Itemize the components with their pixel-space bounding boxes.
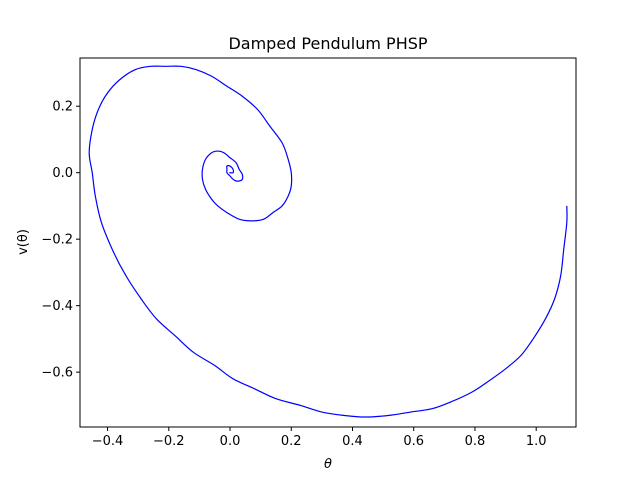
x-tick-label: −0.4 bbox=[92, 434, 124, 449]
y-axis-label: v(θ) bbox=[16, 229, 31, 255]
plot-frame bbox=[79, 57, 577, 428]
series-line bbox=[88, 65, 568, 418]
y-axis-ticks: −0.6 −0.4 −0.2 0.0 0.2 bbox=[41, 100, 80, 381]
x-tick-label: 0.6 bbox=[403, 434, 424, 449]
y-tick-label: 0.2 bbox=[52, 100, 73, 115]
y-tick-label: −0.6 bbox=[41, 366, 73, 381]
x-tick-label: −0.2 bbox=[153, 434, 185, 449]
x-tick-label: 0.8 bbox=[465, 434, 486, 449]
y-tick-label: −0.4 bbox=[41, 299, 73, 314]
x-axis-ticks: −0.4 −0.2 0.0 0.2 0.4 0.6 0.8 1.0 bbox=[92, 427, 547, 449]
x-tick-label: 1.0 bbox=[526, 434, 547, 449]
x-tick-label: 0.0 bbox=[220, 434, 241, 449]
x-tick-label: 0.4 bbox=[342, 434, 363, 449]
y-tick-label: −0.2 bbox=[41, 233, 73, 248]
x-axis-label: θ bbox=[324, 457, 332, 472]
plot-area bbox=[79, 57, 577, 428]
x-tick-label: 0.2 bbox=[281, 434, 302, 449]
chart-title: Damped Pendulum PHSP bbox=[228, 34, 427, 53]
y-tick-label: 0.0 bbox=[52, 166, 73, 181]
